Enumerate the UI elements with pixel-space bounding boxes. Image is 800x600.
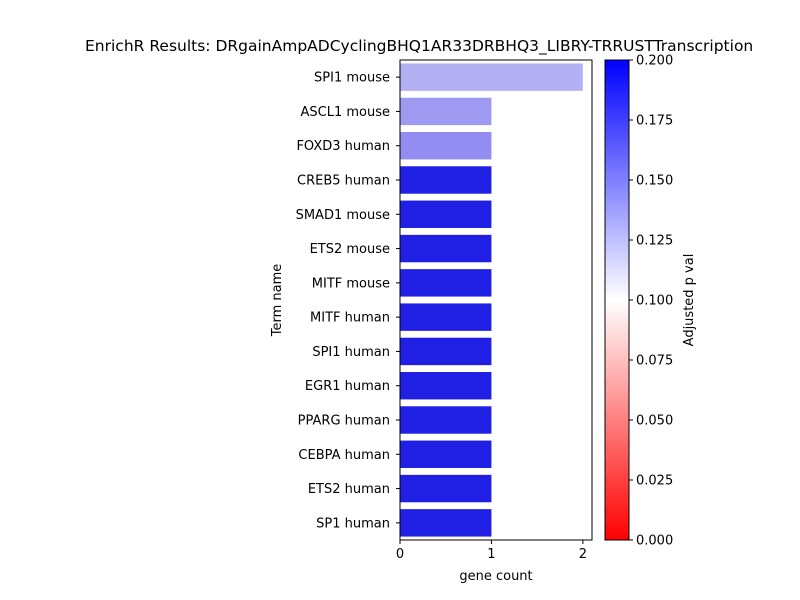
bar-egr1-human [400, 372, 492, 400]
y-tick-label: PPARG human [298, 414, 390, 429]
x-tick-label: 1 [487, 547, 495, 562]
colorbar-tick-label: 0.000 [636, 534, 673, 549]
bar-sp1-human [400, 509, 492, 537]
bar-mitf-human [400, 303, 492, 331]
x-tick-label: 2 [579, 547, 587, 562]
plot-area: SPI1 mouse ASCL1 mouse FOXD3 human CREB5 hu… [296, 59, 593, 562]
x-axis-label: gene count [459, 569, 532, 584]
y-tick-label: MITF human [310, 311, 390, 326]
y-tick-label: CEBPA human [298, 448, 390, 463]
bar-mitf-mouse [400, 269, 492, 297]
colorbar-tick-label: 0.125 [636, 234, 673, 249]
bar-spi1-human [400, 337, 492, 366]
colorbar-tick-label: 0.100 [636, 294, 673, 309]
y-tick-label: SP1 human [316, 516, 390, 531]
colorbar-tick-label: 0.025 [636, 474, 673, 489]
y-tick-label: CREB5 human [297, 174, 390, 189]
y-tick-label: ETS2 human [308, 482, 390, 497]
colorbar: 0.000 0.025 0.050 0.075 0.100 0.125 0.150 0.175… [604, 54, 673, 549]
bar-spi1-mouse [400, 63, 583, 91]
bar-cebpa-human [400, 440, 492, 468]
bar-foxd3-human [400, 132, 492, 160]
colorbar-tick-label: 0.200 [636, 54, 673, 69]
colorbar-label: Adjusted p val [682, 254, 697, 347]
colorbar-gradient [605, 60, 629, 540]
bar-ets2-human [400, 474, 492, 503]
bar-smad1-mouse [400, 200, 492, 228]
colorbar-tick-label: 0.150 [636, 174, 673, 189]
y-tick-label: FOXD3 human [296, 139, 390, 154]
x-tick-label: 0 [396, 547, 404, 562]
bar-ascl1-mouse [400, 97, 492, 126]
y-tick-label: SPI1 human [312, 345, 390, 360]
bar-ets2-mouse [400, 234, 492, 263]
y-tick-label: SPI1 mouse [314, 71, 390, 86]
bar-pparg-human [400, 406, 492, 434]
bar-creb5-human [400, 166, 492, 194]
y-tick-label: ASCL1 mouse [301, 105, 391, 120]
chart-title: EnrichR Results: DRgainAmpADCyclingBHQ1A… [85, 37, 754, 55]
colorbar-tick-label: 0.175 [636, 114, 673, 129]
y-tick-label: EGR1 human [305, 379, 390, 394]
colorbar-tick-label: 0.050 [636, 414, 673, 429]
y-axis-label: Term name [270, 264, 285, 338]
y-tick-label: MITF mouse [312, 276, 390, 291]
colorbar-tick-label: 0.075 [636, 354, 673, 369]
y-tick-label: SMAD1 mouse [296, 208, 390, 223]
y-tick-label: ETS2 mouse [310, 242, 390, 257]
axes-frame [399, 59, 593, 541]
